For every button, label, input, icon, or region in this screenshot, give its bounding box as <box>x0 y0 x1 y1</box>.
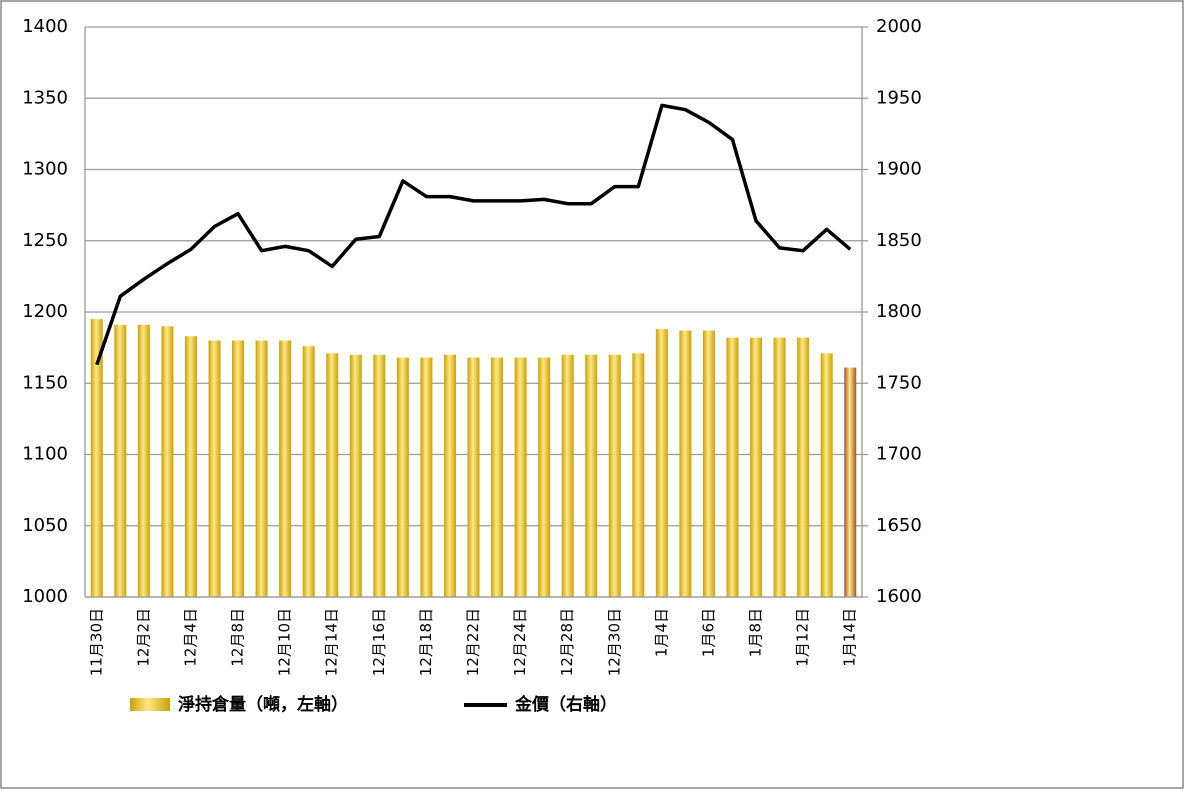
bar <box>773 337 786 597</box>
y2-tick-label: 1800 <box>876 301 922 322</box>
x-tick-label: 12月30日 <box>605 608 623 676</box>
x-tick-label: 12月10日 <box>276 608 294 676</box>
y-tick-label: 1400 <box>22 16 68 37</box>
bar <box>467 357 480 597</box>
y2-tick-label: 1700 <box>876 444 922 465</box>
y2-tick-label: 1900 <box>876 159 922 180</box>
bar <box>373 354 386 597</box>
bar <box>396 357 409 597</box>
bar <box>585 354 598 597</box>
y2-tick-label: 1600 <box>876 586 922 607</box>
bar <box>184 336 197 597</box>
bar <box>702 330 715 597</box>
y-tick-label: 1350 <box>22 87 68 108</box>
y2-tick-label: 1650 <box>876 515 922 536</box>
legend-label: 淨持倉量（噸，左軸） <box>178 694 348 715</box>
bar <box>137 324 150 597</box>
y2-tick-label: 1850 <box>876 230 922 251</box>
x-tick-label: 1月14日 <box>841 608 859 667</box>
x-tick-label: 11月30日 <box>87 608 105 676</box>
bar <box>750 337 763 597</box>
x-tick-label: 12月28日 <box>558 608 576 676</box>
bar <box>844 367 857 597</box>
x-tick-label: 12月18日 <box>417 608 435 676</box>
bar <box>232 340 245 597</box>
x-tick-label: 12月16日 <box>370 608 388 676</box>
y-tick-label: 1100 <box>22 444 68 465</box>
x-tick-label: 12月14日 <box>323 608 341 676</box>
bar <box>255 340 268 597</box>
y-tick-label: 1150 <box>22 372 68 393</box>
y-tick-label: 1000 <box>22 586 68 607</box>
legend-label: 金價（右軸） <box>514 694 617 715</box>
y2-tick-label: 2000 <box>876 16 922 37</box>
y-tick-label: 1050 <box>22 515 68 536</box>
line <box>95 103 852 366</box>
y2-tick-label: 1750 <box>876 372 922 393</box>
x-tick-label: 12月22日 <box>464 608 482 676</box>
legend-swatch <box>130 698 170 711</box>
bar <box>538 357 551 597</box>
bar <box>279 340 292 597</box>
bar <box>326 353 339 597</box>
x-tick-label: 1月8日 <box>747 608 765 657</box>
bar <box>302 346 315 597</box>
y2-tick-label: 1950 <box>876 87 922 108</box>
x-tick-label: 1月12日 <box>794 608 812 667</box>
x-tick-label: 12月4日 <box>181 608 199 667</box>
x-tick-label: 1月4日 <box>652 608 670 657</box>
bar <box>632 353 645 597</box>
bar <box>797 337 810 597</box>
bar <box>90 319 103 597</box>
x-tick-label: 12月8日 <box>229 608 247 667</box>
bar <box>514 357 527 597</box>
bar <box>349 354 362 597</box>
x-tick-label: 12月24日 <box>511 608 529 676</box>
y-tick-label: 1300 <box>22 159 68 180</box>
bar <box>561 354 574 597</box>
bar <box>679 330 692 597</box>
bar <box>161 326 174 597</box>
bar <box>608 354 621 597</box>
y-tick-label: 1250 <box>22 230 68 251</box>
x-tick-label: 12月2日 <box>134 608 152 667</box>
x-tick-label: 1月6日 <box>699 608 717 657</box>
bar <box>114 324 127 597</box>
bar <box>420 357 433 597</box>
bar <box>655 329 668 597</box>
y-tick-label: 1200 <box>22 301 68 322</box>
bar <box>491 357 504 597</box>
bar <box>726 337 739 597</box>
bar <box>820 353 833 597</box>
bar <box>443 354 456 597</box>
bar <box>208 340 221 597</box>
